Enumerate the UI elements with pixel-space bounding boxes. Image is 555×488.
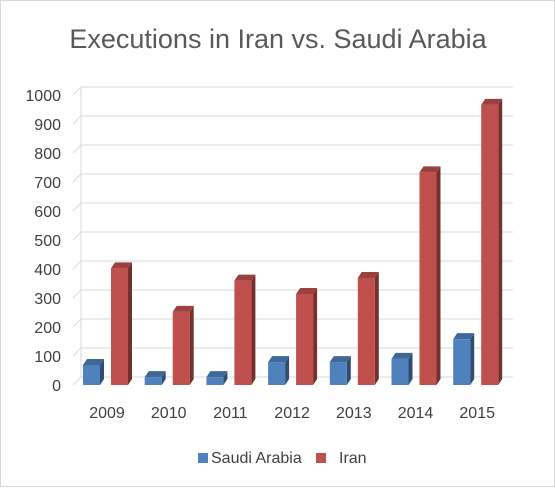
bar-front [268, 362, 286, 385]
bar-front [172, 311, 190, 385]
x-tick-label: 2009 [89, 405, 125, 422]
y-tick-label: 100 [34, 349, 61, 366]
grid-layer [72, 86, 513, 386]
y-axis-tick-labels: 0 100 200 300 400 500 600 700 800 900 1000 [25, 88, 61, 395]
y-tick-label: 300 [34, 291, 61, 308]
gridline-depth [72, 347, 82, 357]
bar-saudi-arabia-2009 [83, 358, 104, 385]
y-tick-label: 800 [34, 146, 61, 163]
bar-front [296, 293, 314, 385]
bar-front [357, 277, 375, 385]
legend-item-iran: Iran [316, 450, 367, 467]
bar-front [453, 339, 471, 385]
bar-iran-2014 [419, 166, 441, 385]
legend: Saudi Arabia Iran [198, 450, 367, 467]
bar-top [357, 271, 379, 278]
gridline-depth [72, 115, 82, 125]
bar-top [453, 333, 475, 340]
bar-top [481, 98, 503, 105]
bar-front [391, 358, 409, 385]
bar-side [161, 371, 166, 385]
gridline-depth [72, 318, 82, 328]
legend-swatch [316, 453, 326, 463]
bar-layer [83, 98, 503, 386]
gridline-depth [72, 173, 82, 183]
y-tick-label: 900 [34, 117, 61, 134]
bar-side [128, 262, 132, 385]
legend-swatch [198, 453, 208, 463]
bar-saudi-arabia-2015 [453, 333, 475, 385]
x-tick-label: 2014 [398, 405, 434, 422]
bar-saudi-arabia-2011 [206, 371, 228, 385]
bar-side [189, 305, 194, 385]
bar-saudi-arabia-2013 [329, 356, 351, 385]
bar-side [285, 356, 290, 385]
bar-side [408, 352, 413, 385]
bar-iran-2011 [234, 274, 256, 385]
bar-side [498, 98, 503, 386]
bar-saudi-arabia-2012 [268, 356, 290, 385]
y-tick-label: 1000 [25, 88, 61, 105]
bar-iran-2009 [111, 262, 132, 385]
gridline-depth [72, 376, 82, 386]
bar-saudi-arabia-2014 [391, 352, 413, 385]
x-tick-label: 2011 [213, 405, 248, 422]
bar-iran-2015 [481, 98, 503, 386]
y-tick-label: 700 [34, 175, 61, 192]
bar-front [144, 377, 162, 385]
bar-front [83, 364, 100, 385]
bar-top [206, 371, 228, 378]
bar-front [419, 172, 437, 385]
bar-side [100, 358, 104, 385]
bar-top [144, 371, 166, 378]
legend-label: Saudi Arabia [211, 450, 302, 467]
bar-iran-2013 [357, 271, 379, 385]
bar-side [251, 274, 256, 385]
x-tick-label: 2010 [151, 405, 187, 422]
bar-top [296, 287, 318, 294]
bar-side [346, 356, 351, 385]
bar-front [206, 377, 224, 385]
bar-side [313, 287, 318, 385]
bar-top [83, 358, 104, 365]
y-tick-label: 200 [34, 320, 61, 337]
bar-front [234, 280, 252, 385]
bar-iran-2012 [296, 287, 318, 385]
x-tick-label: 2013 [336, 405, 372, 422]
bar-side [374, 271, 379, 385]
bar-top [391, 352, 413, 359]
bar-saudi-arabia-2010 [144, 371, 166, 385]
y-tick-label: 0 [52, 378, 61, 395]
y-tick-label: 600 [34, 204, 61, 221]
legend-label: Iran [339, 450, 367, 467]
bar-top [329, 356, 351, 363]
bar-front [329, 362, 347, 385]
gridline-depth [72, 231, 82, 241]
gridline-depth [72, 260, 82, 270]
legend-item-saudi-arabia: Saudi Arabia [198, 450, 302, 467]
bar-side [436, 166, 441, 385]
x-tick-label: 2015 [459, 405, 495, 422]
bar-top [172, 305, 194, 312]
bar-front [481, 104, 499, 386]
bar-top [419, 166, 441, 173]
bar-top [234, 274, 256, 281]
bar-side [470, 333, 475, 385]
chart-title: Executions in Iran vs. Saudi Arabia [69, 24, 487, 54]
gridline-depth [72, 144, 82, 154]
bar-front [111, 268, 128, 385]
bar-side [223, 371, 228, 385]
bar-top [111, 262, 132, 269]
x-axis-tick-labels: 2009 2010 2011 2012 2013 2014 2015 [89, 405, 495, 422]
gridline-depth [72, 202, 82, 212]
bar-top [268, 356, 290, 363]
y-tick-label: 500 [34, 233, 61, 250]
gridline-depth [72, 289, 82, 299]
x-tick-label: 2012 [274, 405, 310, 422]
y-tick-label: 400 [34, 262, 61, 279]
bar-iran-2010 [172, 305, 194, 385]
gridline-depth [72, 86, 82, 96]
